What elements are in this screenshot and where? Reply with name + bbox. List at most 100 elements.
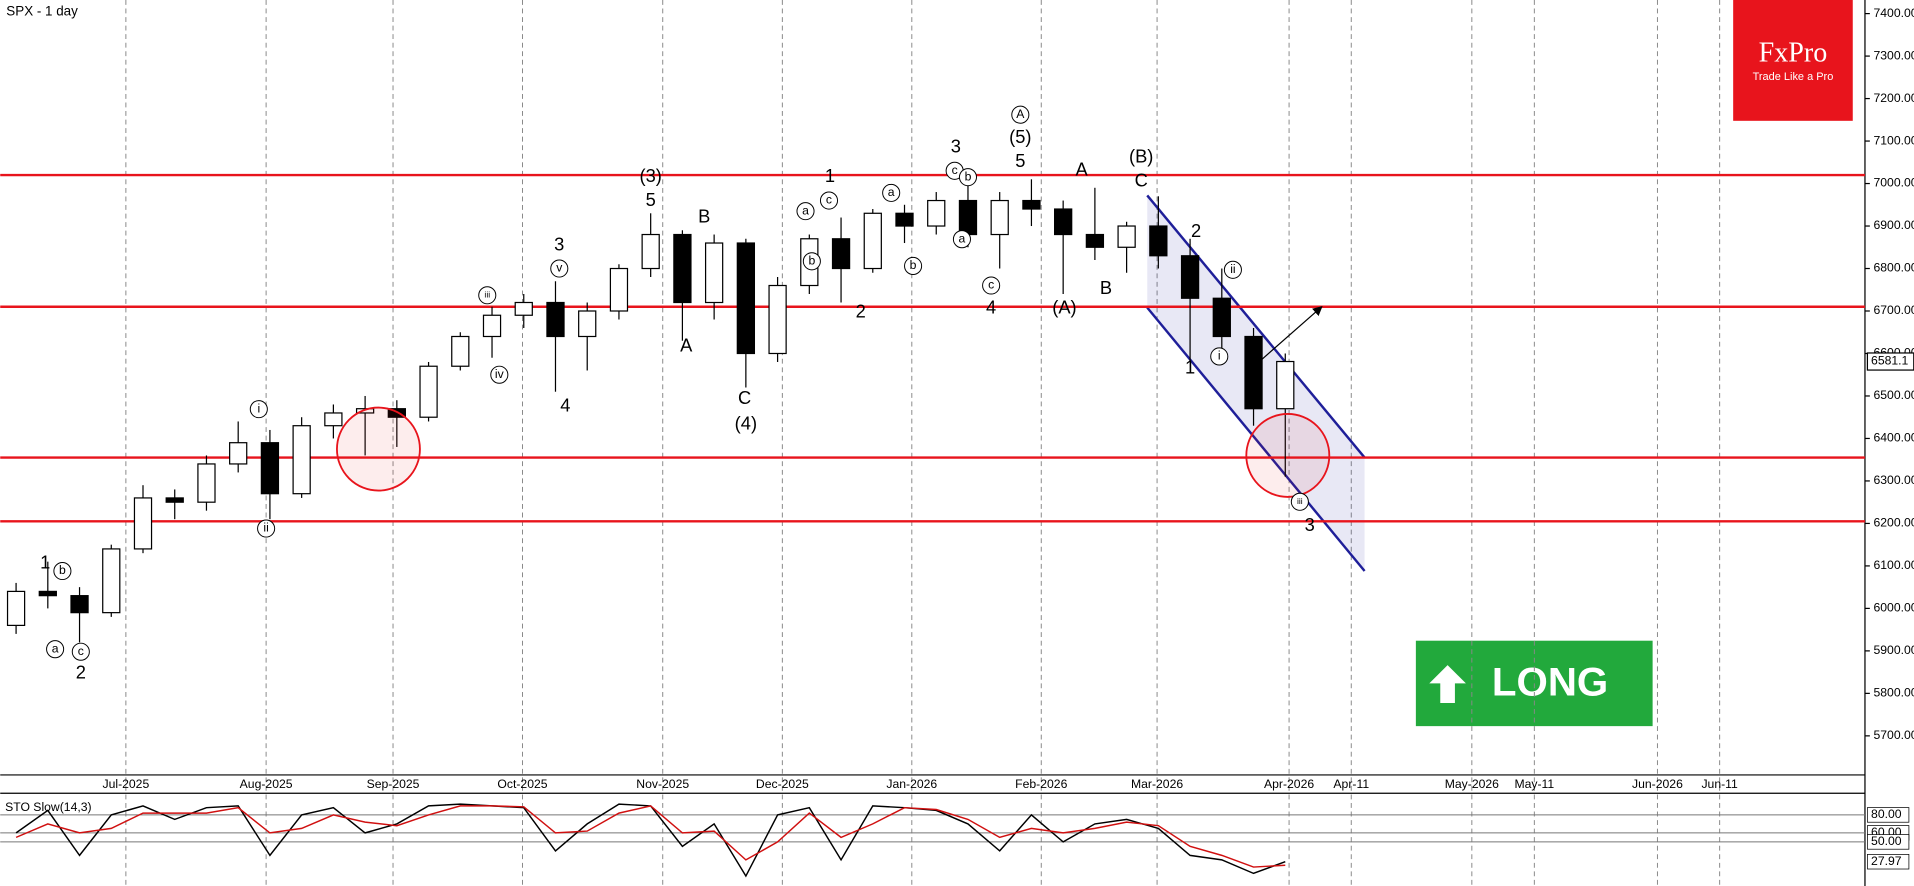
candle-body <box>1276 360 1295 410</box>
y-tick-label: 5900.00 <box>1874 643 1914 657</box>
wave-label: 2 <box>856 301 866 322</box>
wave-label: b <box>808 254 815 268</box>
wave-label: B <box>698 205 710 226</box>
candle-body <box>133 497 153 550</box>
x-tick-label: Apr-2026 <box>1264 777 1314 791</box>
candle-body <box>736 242 756 355</box>
wave-label: c <box>952 163 958 177</box>
y-tick-label: 7000.00 <box>1874 176 1914 190</box>
signal-arrow <box>1429 665 1466 703</box>
candle-body <box>831 238 851 270</box>
wave-circle <box>1011 105 1030 124</box>
y-tick-box <box>1867 834 1910 850</box>
x-tick-label: Jan-2026 <box>886 777 937 791</box>
wave-label: a <box>52 641 59 655</box>
chart-title: SPX - 1 day <box>6 4 78 19</box>
y-tick-label: 6500.00 <box>1874 388 1914 402</box>
logo-title: FxPro <box>1759 37 1828 68</box>
y-tick-label: 5700.00 <box>1874 728 1914 742</box>
wave-label: (A) <box>1052 297 1076 318</box>
x-tick-label: Feb-2026 <box>1015 777 1067 791</box>
wave-circle <box>490 365 509 384</box>
wave-label: c <box>988 278 994 292</box>
wave-label: 4 <box>986 297 996 318</box>
candle-body <box>451 335 470 367</box>
wave-label: A <box>680 335 693 356</box>
y-tick-label: 6100.00 <box>1874 558 1914 572</box>
candle-body <box>292 425 311 495</box>
wave-label: 1 <box>1185 357 1195 378</box>
candle-body <box>482 314 502 338</box>
wave-circle <box>1223 260 1242 279</box>
wave-label: v <box>556 261 563 275</box>
wave-label: 4 <box>560 394 570 415</box>
forecast-arrow <box>1260 305 1323 361</box>
y-tick-label: 6400.00 <box>1874 431 1914 445</box>
wave-label: ii <box>1230 262 1235 276</box>
candle-body <box>704 242 724 304</box>
candle-body <box>324 412 343 427</box>
candle-body <box>260 442 280 495</box>
logo-box <box>1733 0 1853 121</box>
wave-label: (B) <box>1129 145 1153 166</box>
y-tick-label: 5800.00 <box>1874 686 1914 700</box>
wave-label: 1 <box>40 552 50 573</box>
candle-body <box>70 595 89 614</box>
candle-body <box>927 199 946 227</box>
wave-label: 2 <box>76 662 86 683</box>
candle-body <box>387 408 406 418</box>
x-tick-label: Jul-2025 <box>102 777 149 791</box>
wave-label: 5 <box>646 189 656 210</box>
candle-body <box>990 199 1009 236</box>
wave-circle <box>71 642 90 661</box>
wave-circle <box>46 640 65 659</box>
y-tick-label: 7200.00 <box>1874 91 1914 105</box>
indicator-title: STO Slow(14,3) <box>5 800 91 814</box>
wave-label: iii <box>484 290 490 300</box>
wave-label: A <box>1016 107 1025 121</box>
y-tick-label: 6300.00 <box>1874 473 1914 487</box>
wave-label: ii <box>263 521 268 535</box>
wave-circle <box>249 400 268 419</box>
candle-body <box>1149 225 1168 257</box>
wave-circle <box>53 561 72 581</box>
candle-body <box>958 199 978 236</box>
highlight-circle <box>336 406 421 492</box>
x-tick-label: May-11 <box>1514 777 1554 791</box>
wave-label: 3 <box>554 233 564 254</box>
wave-circle <box>802 252 821 271</box>
channel-line <box>1146 194 1366 459</box>
value-label: 27.97 <box>1871 854 1902 868</box>
wave-label: 3 <box>951 136 961 157</box>
x-tick-label: Apr-11 <box>1333 777 1369 791</box>
wave-label: (5) <box>1009 126 1031 147</box>
wave-label: iii <box>1297 496 1303 506</box>
y-tick-label: 7400.00 <box>1874 6 1914 20</box>
x-tick-label: Jun-11 <box>1701 777 1738 791</box>
wave-label: 1 <box>825 165 835 186</box>
wave-label: iv <box>495 367 505 381</box>
signal-label: LONG <box>1492 659 1608 704</box>
candle-body <box>895 212 914 227</box>
candle-body <box>165 497 184 503</box>
wave-label: (3) <box>639 165 661 186</box>
wave-circle <box>1210 347 1229 366</box>
candle-body <box>1022 199 1041 210</box>
x-tick-label: Oct-2025 <box>497 777 547 791</box>
wave-label: C <box>1135 170 1148 191</box>
logo-tagline: Trade Like a Pro <box>1753 71 1834 83</box>
candle-body <box>102 548 121 614</box>
wave-label: a <box>802 203 809 217</box>
wave-label: B <box>1100 277 1112 298</box>
wave-circle <box>982 276 1001 295</box>
wave-circle <box>819 191 839 210</box>
wave-circle <box>952 230 971 249</box>
candle-body <box>1117 225 1136 248</box>
wave-label: a <box>888 185 895 199</box>
x-tick-label: Jun-2026 <box>1632 777 1683 791</box>
candle-body <box>229 442 248 465</box>
candle-body <box>609 267 629 312</box>
candle-body <box>863 212 882 270</box>
